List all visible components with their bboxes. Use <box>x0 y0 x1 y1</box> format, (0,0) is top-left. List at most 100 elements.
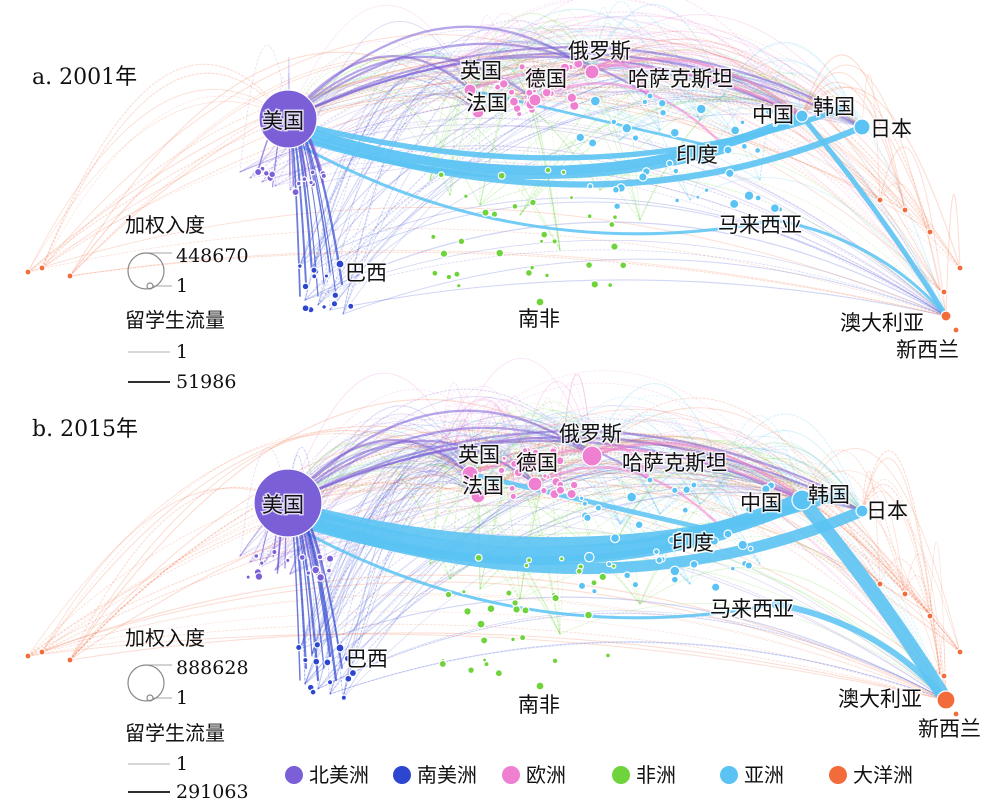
north-america-node <box>320 172 327 180</box>
flow-edge <box>559 374 593 480</box>
node-malaysia <box>771 215 781 225</box>
flow-edge <box>477 95 941 291</box>
flow-edge <box>454 404 536 485</box>
oceania-node <box>66 656 74 664</box>
continent-swatch <box>393 766 411 784</box>
flow-edge <box>904 575 947 701</box>
south-america-node <box>310 266 318 274</box>
africa-node <box>439 249 449 258</box>
flow-edge <box>329 20 593 311</box>
node-south-africa <box>535 297 545 307</box>
flow-edge <box>591 412 741 525</box>
flow-edge <box>317 464 479 690</box>
flow-edge <box>287 482 881 585</box>
africa-node <box>510 636 516 643</box>
legend-flow-max: 291063 <box>176 781 249 803</box>
north-america-node <box>311 565 321 575</box>
asia-node <box>669 127 680 138</box>
flow-edge <box>287 443 451 580</box>
flow-edge <box>479 409 593 590</box>
flow-edge <box>429 436 863 565</box>
flow-edge <box>590 57 804 118</box>
oceania-node <box>956 264 964 272</box>
label-india: 印度 <box>676 143 718 167</box>
africa-node <box>544 166 552 174</box>
continent-label: 非洲 <box>636 763 676 787</box>
node-australia <box>940 310 952 322</box>
asia-node <box>740 142 748 150</box>
node-russia <box>584 64 600 80</box>
flow-edge <box>544 90 947 317</box>
flow-edge <box>469 30 721 101</box>
flow-edge <box>591 407 906 595</box>
continent-swatch <box>612 766 630 784</box>
flow-edge <box>317 47 471 306</box>
flow-edge <box>469 32 501 91</box>
node-malaysia <box>770 598 782 610</box>
europe-node <box>549 447 558 456</box>
europe-node <box>559 62 571 74</box>
node-new-zealand <box>952 326 960 334</box>
node-south-africa <box>535 681 545 691</box>
asia-node <box>594 504 603 512</box>
label-russia: 俄罗斯 <box>559 422 622 446</box>
flow-edge <box>287 89 561 251</box>
north-america-node <box>301 176 308 183</box>
south-america-node <box>348 668 358 678</box>
flow-edge <box>69 430 593 661</box>
asia-node <box>729 198 740 210</box>
europe-node <box>540 460 547 468</box>
flow-edge <box>591 1 661 131</box>
label-germany: 德国 <box>525 67 567 91</box>
north-america-node <box>258 560 265 566</box>
oceania-node <box>876 580 884 588</box>
node-brazil <box>335 643 345 653</box>
flow-edge <box>801 64 941 291</box>
europe-node <box>528 77 536 85</box>
asia-node <box>652 548 660 556</box>
asia-node <box>587 182 594 190</box>
asia-node <box>703 187 710 194</box>
asia-node <box>743 190 755 202</box>
flow-edge <box>477 421 761 565</box>
flow-edge <box>27 89 289 273</box>
continent-swatch <box>285 766 303 784</box>
asia-node <box>674 197 681 204</box>
flow-edge <box>499 418 863 512</box>
flow-edge <box>41 492 863 653</box>
flow-edge <box>439 385 536 485</box>
asia-node <box>690 481 698 489</box>
flow-edge <box>449 452 803 580</box>
node-france <box>470 488 486 504</box>
asia-node <box>667 535 677 545</box>
flow-edge <box>439 390 479 497</box>
africa-node <box>455 282 462 289</box>
europe-node <box>508 484 516 493</box>
flow-edge <box>287 52 601 191</box>
flow-edge <box>454 391 479 497</box>
node-australia <box>936 690 956 710</box>
africa-node <box>431 269 439 277</box>
africa-node <box>590 280 600 289</box>
africa-node <box>598 572 608 582</box>
flow-edge <box>449 49 536 196</box>
europe-node <box>498 79 509 89</box>
asia-node <box>591 588 598 595</box>
flow-edge <box>27 228 947 317</box>
flow-edge <box>27 623 947 701</box>
asia-node <box>655 556 664 564</box>
asia-node <box>641 98 649 106</box>
europe-node <box>566 92 578 104</box>
europe-node <box>524 455 535 465</box>
flow-edge <box>477 47 481 206</box>
africa-node <box>438 659 447 669</box>
node-germany <box>528 93 542 107</box>
continent-legend: 北美洲 南美洲 欧洲 非洲 亚洲 大洋洲 <box>285 763 913 787</box>
africa-node <box>518 633 527 642</box>
node-germany <box>527 476 543 492</box>
south-america-node <box>326 679 334 686</box>
south-america-node <box>311 273 318 280</box>
flow-edge <box>514 69 863 128</box>
flow-edge <box>689 149 947 317</box>
flow-edge <box>619 446 863 525</box>
